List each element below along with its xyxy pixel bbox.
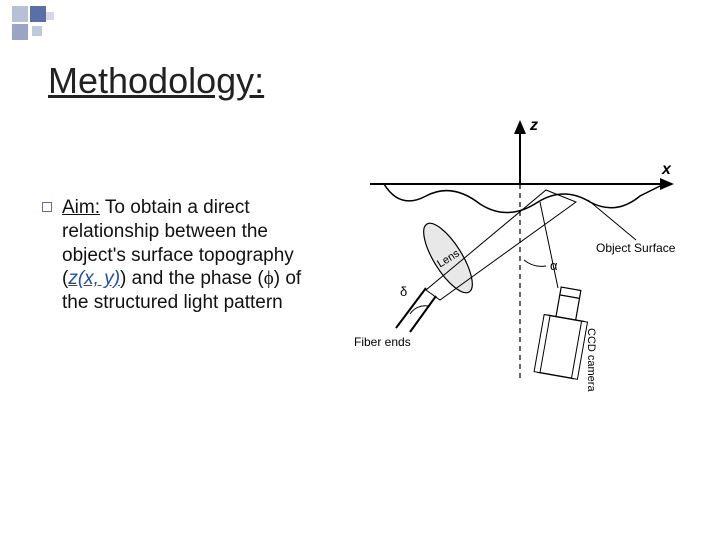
deco-square <box>30 6 46 22</box>
x-axis-label: x <box>661 161 672 178</box>
fiber-label: Fiber ends <box>354 335 411 349</box>
deco-square <box>46 12 54 20</box>
deco-square <box>12 6 28 22</box>
delta-label: δ <box>400 284 407 299</box>
phi-symbol: ϕ <box>264 268 274 289</box>
object-surface-label: Object Surface <box>596 241 676 255</box>
deco-square <box>12 24 28 40</box>
deco-square <box>32 26 42 36</box>
fiber-end-2 <box>410 296 436 332</box>
ccd-camera-icon <box>534 285 593 379</box>
z-axis-label: z <box>529 117 538 134</box>
aim-label: Aim: <box>62 197 100 218</box>
aim-paragraph: Aim: To obtain a direct relationship bet… <box>62 196 322 315</box>
slide-title: Methodology: <box>48 60 264 102</box>
bullet-icon <box>42 202 52 212</box>
alpha-label: α <box>550 258 558 273</box>
camera-sightline <box>540 202 558 288</box>
aim-text-2: ) and the phase ( <box>120 268 264 289</box>
alpha-arc <box>524 260 546 266</box>
fiber-label-text: Fiber ends <box>354 335 411 349</box>
optics-diagram: z x Object Surface Lens Fiber ends <box>340 110 680 410</box>
ccd-label: CCD camera <box>585 328 597 392</box>
slide: Methodology: Aim: To obtain a direct rel… <box>0 0 720 540</box>
z-variable: z(x, y) <box>68 268 120 289</box>
object-surface-pointer <box>588 200 636 240</box>
